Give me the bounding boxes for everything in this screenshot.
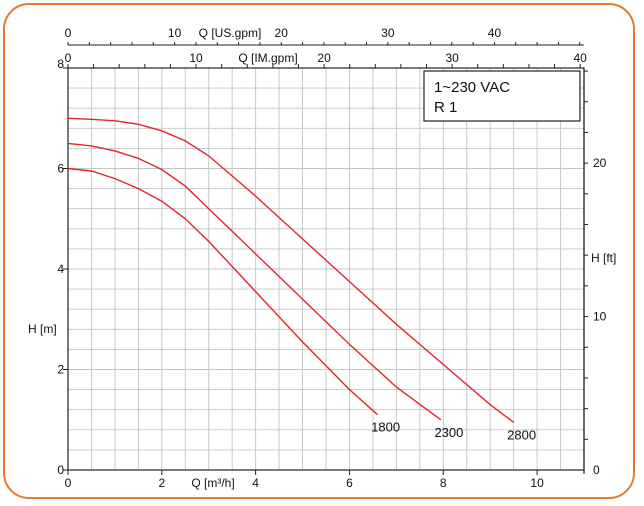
x-tick-label-im-gpm: 20 (317, 51, 331, 65)
x-tick-label-us-gpm: 30 (381, 26, 395, 40)
x-axis-label-im-gpm: Q [IM.gpm] (238, 51, 297, 65)
x-tick-label-im-gpm: 30 (445, 51, 459, 65)
x-tick-label-bottom: 2 (158, 476, 165, 490)
curve-label-2300: 2300 (434, 425, 463, 440)
x-tick-label-us-gpm: 20 (275, 26, 289, 40)
x-tick-label-us-gpm: 0 (65, 26, 72, 40)
x-tick-label-us-gpm: 10 (168, 26, 182, 40)
curves: 1800 2300 2800 (67, 117, 536, 442)
y-tick-label-left: 2 (57, 363, 64, 377)
x-tick-label-bottom: 10 (530, 476, 544, 490)
x-tick-label-im-gpm: 10 (189, 51, 203, 65)
x-tick-label-bottom: 0 (65, 476, 72, 490)
curve-label-2800: 2800 (507, 427, 536, 442)
grid (68, 68, 584, 470)
legend-line-voltage: 1~230 VAC (434, 79, 510, 96)
y-tick-label-left: 0 (57, 463, 64, 477)
x-tick-label-bottom: 8 (440, 476, 447, 490)
x-tick-label-us-gpm: 40 (488, 26, 502, 40)
y-tick-label-left: 6 (57, 162, 64, 176)
y-tick-label-right: 10 (593, 310, 607, 324)
y-axis-label-m: H [m] (28, 322, 57, 336)
curve-label-1800: 1800 (371, 420, 400, 435)
y-tick-label-left: 8 (57, 57, 64, 71)
x-tick-label-bottom: 4 (252, 476, 259, 490)
y-tick-label-right: 0 (593, 463, 600, 477)
legend-line-model: R 1 (434, 99, 457, 116)
curve-2800 (67, 117, 515, 423)
y-tick-label-right: 20 (593, 156, 607, 170)
x-tick-label-bottom: 6 (346, 476, 353, 490)
x-tick-label-im-gpm: 0 (65, 51, 72, 65)
y-axis-label-ft: H [ft] (591, 251, 616, 265)
x-axis-label-us-gpm: Q [US.gpm] (199, 26, 262, 40)
y-tick-label-left: 4 (57, 262, 64, 276)
curve-2300 (67, 142, 442, 421)
x-tick-label-im-gpm: 40 (573, 51, 587, 65)
x-axis-label-bottom: Q [m³/h] (191, 476, 234, 490)
curve-1800 (67, 167, 379, 416)
legend-box: 1~230 VAC R 1 (423, 70, 581, 122)
